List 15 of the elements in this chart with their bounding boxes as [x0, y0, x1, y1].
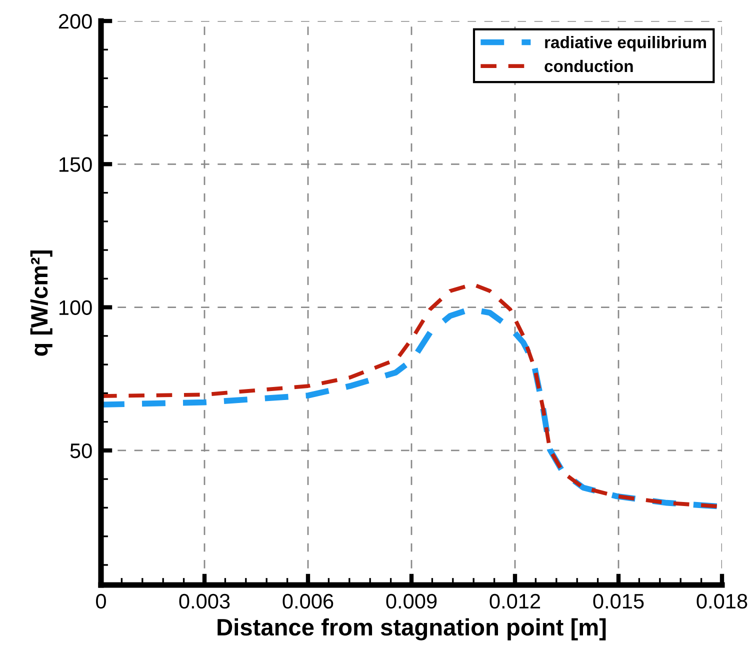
x-tick-label: 0.003 — [179, 594, 230, 609]
y-tick-label: 100 — [60, 300, 92, 316]
x-axis-title: Distance from stagnation point [m] — [218, 618, 606, 640]
y-tick-label: 200 — [58, 14, 92, 29]
y-axis-title: q [W/cm²] — [30, 250, 52, 356]
x-tick-label: 0 — [96, 594, 106, 609]
x-tick-label: 0.006 — [282, 594, 334, 609]
legend-label: radiative equilibrium — [545, 36, 706, 52]
x-tick-label: 0.009 — [386, 594, 437, 609]
x-tick-label: 0.018 — [696, 594, 748, 609]
legend-label: conduction — [544, 60, 633, 72]
y-tick-label: 50 — [70, 443, 92, 458]
x-tick-label: 0.015 — [593, 594, 644, 609]
x-tick-label: 0.012 — [490, 594, 540, 609]
y-tick-label: 150 — [60, 157, 92, 172]
